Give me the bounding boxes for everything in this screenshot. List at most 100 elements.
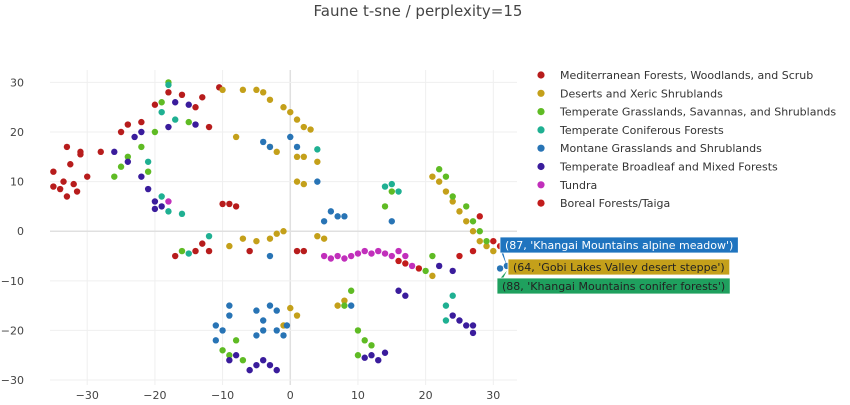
point-series-2[interactable] (469, 218, 477, 225)
point-series-2[interactable] (117, 163, 125, 170)
point-series-2[interactable] (232, 337, 240, 344)
point-series-2[interactable] (144, 168, 152, 175)
point-series-6[interactable] (388, 252, 395, 260)
point-series-5[interactable] (253, 361, 260, 369)
point-series-2[interactable] (368, 342, 375, 349)
point-series-5[interactable] (138, 173, 145, 180)
point-series-4[interactable] (226, 312, 233, 319)
point-series-4[interactable] (334, 213, 341, 220)
point-series-5[interactable] (449, 267, 456, 275)
point-series-2[interactable] (151, 128, 159, 136)
point-series-5[interactable] (192, 121, 199, 128)
point-series-3[interactable] (205, 232, 213, 240)
point-series-2[interactable] (354, 352, 362, 359)
point-series-1[interactable] (287, 108, 294, 116)
point-series-1[interactable] (435, 178, 443, 185)
point-series-0[interactable] (70, 180, 77, 188)
point-series-1[interactable] (293, 153, 301, 161)
point-series-3[interactable] (395, 188, 402, 195)
point-series-4[interactable] (266, 143, 274, 151)
point-series-5[interactable] (138, 128, 145, 136)
point-series-2[interactable] (361, 337, 368, 344)
point-series-7[interactable] (469, 247, 477, 255)
point-series-1[interactable] (469, 228, 477, 235)
point-series-6[interactable] (327, 255, 335, 262)
point-series-4[interactable] (273, 327, 280, 334)
point-series-5[interactable] (469, 329, 477, 337)
point-series-4[interactable] (283, 322, 291, 329)
point-series-1[interactable] (273, 148, 280, 156)
point-series-2[interactable] (381, 203, 389, 210)
legend-item-4[interactable]: Montane Grasslands and Shrublands (537, 142, 762, 155)
point-series-1[interactable] (314, 232, 321, 240)
point-series-0[interactable] (293, 247, 301, 255)
point-series-0[interactable] (151, 101, 159, 108)
point-series-5[interactable] (361, 354, 368, 361)
point-series-5[interactable] (463, 322, 470, 329)
point-series-4[interactable] (314, 178, 321, 185)
point-series-0[interactable] (219, 200, 226, 208)
point-series-1[interactable] (226, 242, 233, 250)
legend-item-6[interactable]: Tundra (537, 179, 597, 192)
point-series-1[interactable] (300, 123, 308, 131)
point-series-0[interactable] (192, 104, 199, 111)
point-series-0[interactable] (199, 94, 206, 101)
point-series-4[interactable] (259, 317, 267, 324)
point-series-1[interactable] (483, 242, 490, 250)
point-series-6[interactable] (402, 252, 409, 260)
point-series-2[interactable] (158, 99, 165, 106)
point-series-1[interactable] (219, 86, 226, 94)
point-series-4[interactable] (280, 332, 287, 339)
point-series-2[interactable] (178, 247, 186, 255)
point-series-4[interactable] (226, 302, 233, 309)
point-series-4[interactable] (293, 143, 301, 151)
point-series-0[interactable] (178, 91, 186, 99)
point-series-0[interactable] (63, 143, 71, 151)
point-series-0[interactable] (199, 240, 206, 247)
point-series-2[interactable] (138, 143, 145, 151)
point-series-4[interactable] (253, 307, 260, 314)
point-series-5[interactable] (381, 349, 389, 356)
point-series-3[interactable] (449, 292, 456, 299)
point-series-2[interactable] (124, 153, 132, 161)
point-series-2[interactable] (111, 173, 118, 180)
point-series-0[interactable] (67, 161, 74, 168)
point-series-1[interactable] (314, 158, 321, 165)
point-series-0[interactable] (232, 203, 240, 210)
point-series-5[interactable] (151, 198, 159, 205)
point-series-4[interactable] (327, 208, 335, 215)
point-series-5[interactable] (124, 158, 132, 165)
legend-item-3[interactable]: Temperate Coniferous Forests (537, 124, 724, 137)
point-series-1[interactable] (463, 218, 470, 225)
point-series-6[interactable] (361, 247, 368, 255)
point-series-0[interactable] (226, 200, 233, 208)
point-series-1[interactable] (293, 312, 301, 319)
point-series-5[interactable] (151, 205, 159, 213)
point-series-1[interactable] (490, 247, 497, 255)
point-series-6[interactable] (368, 250, 375, 257)
point-series-1[interactable] (259, 89, 267, 96)
legend-item-2[interactable]: Temperate Grasslands, Savannas, and Shru… (537, 106, 836, 119)
point-series-1[interactable] (300, 180, 308, 188)
point-series-1[interactable] (280, 104, 287, 111)
point-series-4[interactable] (273, 307, 280, 314)
point-series-5[interactable] (375, 356, 382, 364)
point-series-5[interactable] (165, 123, 172, 131)
point-series-1[interactable] (341, 297, 348, 304)
point-series-4[interactable] (266, 302, 274, 309)
point-series-2[interactable] (483, 237, 490, 245)
point-series-4[interactable] (219, 327, 226, 334)
point-series-5[interactable] (266, 361, 274, 369)
point-series-6[interactable] (165, 198, 172, 205)
point-series-1[interactable] (239, 235, 247, 242)
point-series-1[interactable] (320, 235, 328, 242)
point-series-6[interactable] (347, 252, 355, 260)
point-series-2[interactable] (239, 356, 247, 364)
point-series-5[interactable] (273, 366, 280, 374)
point-series-1[interactable] (266, 96, 274, 103)
point-series-2[interactable] (422, 267, 429, 275)
point-series-2[interactable] (435, 166, 443, 173)
point-series-0[interactable] (205, 247, 213, 255)
point-series-4[interactable] (266, 252, 274, 260)
point-series-2[interactable] (388, 188, 395, 195)
